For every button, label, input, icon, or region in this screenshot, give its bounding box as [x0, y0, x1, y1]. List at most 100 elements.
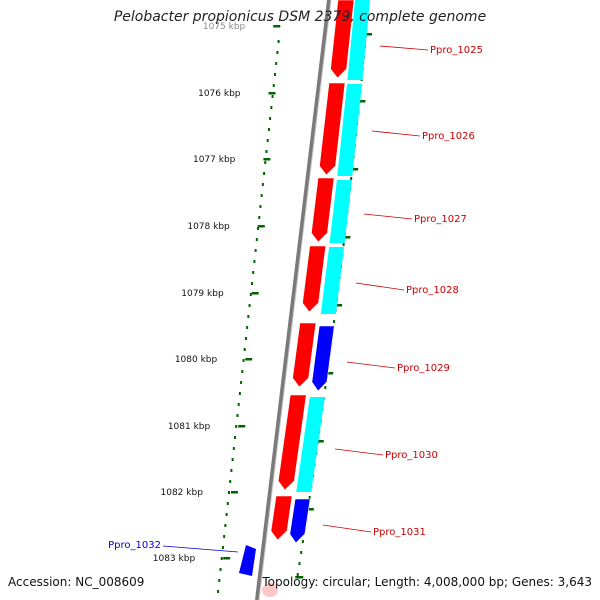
tick-dot	[333, 320, 336, 323]
gene-bar-cyan	[320, 247, 345, 314]
tick-dot	[277, 40, 280, 43]
tick-dot	[259, 205, 262, 208]
gene-label: Ppro_1028	[406, 285, 459, 296]
tick-dot	[240, 381, 243, 384]
tick-label: 1078 kbp	[187, 222, 230, 232]
tick-mark-minor	[363, 33, 372, 36]
label-leader-line	[162, 545, 239, 553]
gene-arrow-forward	[319, 82, 346, 176]
tick-label: 1080 kbp	[175, 355, 218, 365]
tick-dot	[276, 51, 279, 54]
tick-dot	[227, 491, 230, 494]
genome-backbone	[255, 0, 331, 600]
tick-dot	[248, 304, 251, 307]
tick-dot	[263, 172, 266, 175]
tick-mark	[230, 491, 238, 494]
tick-dot	[231, 458, 234, 461]
tick-dot	[273, 73, 276, 76]
tick-dot	[272, 84, 275, 87]
gene-label: Ppro_1031	[373, 527, 426, 538]
tick-dot	[324, 386, 327, 389]
tick-dot	[238, 392, 241, 395]
tick-dot	[217, 590, 220, 593]
gene-arrow-blue	[289, 498, 311, 544]
tick-dot	[254, 249, 257, 252]
label-leader-line	[363, 213, 413, 220]
tick-dot	[224, 524, 227, 527]
tick-mark	[251, 292, 259, 295]
label-leader-line	[322, 524, 372, 533]
tick-dot	[235, 425, 238, 428]
tick-mark	[268, 92, 276, 95]
gene-arrow-forward	[292, 322, 317, 388]
gene-bar-cyan	[347, 0, 370, 80]
tick-dot	[253, 260, 256, 263]
tick-dot	[241, 370, 244, 373]
genome-summary-text: Topology: circular; Length: 4,008,000 bp…	[262, 575, 592, 589]
tick-dot	[225, 513, 228, 516]
tick-dot	[221, 546, 224, 549]
gene-arrow-forward	[302, 245, 327, 313]
gene-bar-cyan	[337, 84, 363, 176]
tick-dot	[223, 535, 226, 538]
gene-arrow-forward	[311, 177, 335, 243]
tick-mark	[245, 358, 253, 361]
gene-arrow-forward	[270, 495, 293, 541]
tick-dot	[219, 568, 222, 571]
tick-label: 1083 kbp	[153, 554, 196, 564]
label-leader-line	[355, 282, 405, 291]
tick-dot	[301, 540, 304, 543]
gene-label: Ppro_1025	[430, 45, 483, 56]
tick-dot	[226, 502, 229, 505]
tick-mark	[263, 158, 271, 161]
tick-dot	[275, 62, 278, 65]
tick-label: 1077 kbp	[193, 155, 236, 165]
tick-dot	[261, 183, 264, 186]
tick-dot	[244, 337, 247, 340]
gene-label: Ppro_1030	[385, 450, 438, 461]
tick-dot	[242, 359, 245, 362]
tick-mark-minor	[334, 304, 343, 307]
gene-arrow-blue	[311, 325, 335, 392]
tick-dot	[243, 348, 246, 351]
tick-mark	[273, 25, 281, 28]
tick-mark-minor	[325, 372, 334, 375]
tick-dot	[249, 293, 252, 296]
page-title: Pelobacter propionicus DSM 2379, complet…	[113, 9, 487, 25]
tick-dot	[218, 579, 221, 582]
tick-labels: 1075 kbp 1076 kbp 1077 kbp 1078 kbp 1079 kbp…	[153, 22, 246, 564]
tick-dot	[260, 194, 263, 197]
label-leader-line	[346, 361, 396, 369]
tick-dot	[229, 480, 232, 483]
tick-dot	[232, 447, 235, 450]
tick-dot	[271, 95, 274, 98]
tick-mark	[257, 225, 265, 228]
tick-dot	[265, 150, 268, 153]
tick-dot	[257, 227, 260, 230]
tick-dot	[250, 282, 253, 285]
genome-backbone-highlight	[258, 0, 332, 600]
gene-bar-cyan	[296, 397, 325, 492]
position-marker	[262, 583, 278, 597]
tick-dot	[266, 139, 269, 142]
tick-label: 1075 kbp	[203, 22, 246, 32]
gene-arrow-forward	[277, 394, 307, 491]
tick-label: 1076 kbp	[198, 89, 241, 99]
tick-dot	[269, 117, 272, 120]
gene-label: Ppro_1026	[422, 131, 475, 142]
label-leader-line	[334, 448, 384, 456]
tick-mark-minor	[350, 168, 359, 171]
tick-dot	[220, 557, 223, 560]
gene-label: Ppro_1032	[108, 540, 161, 551]
tick-marks	[223, 25, 372, 579]
tick-label: 1079 kbp	[181, 289, 224, 299]
accession-text: Accession: NC_008609	[8, 575, 145, 589]
tick-dot	[296, 573, 299, 576]
tick-dot	[234, 436, 237, 439]
gene-arrow-forward	[330, 0, 355, 79]
tick-dot	[270, 106, 273, 109]
gene-features	[239, 0, 370, 576]
tick-dot	[258, 216, 261, 219]
tick-dot	[255, 238, 258, 241]
